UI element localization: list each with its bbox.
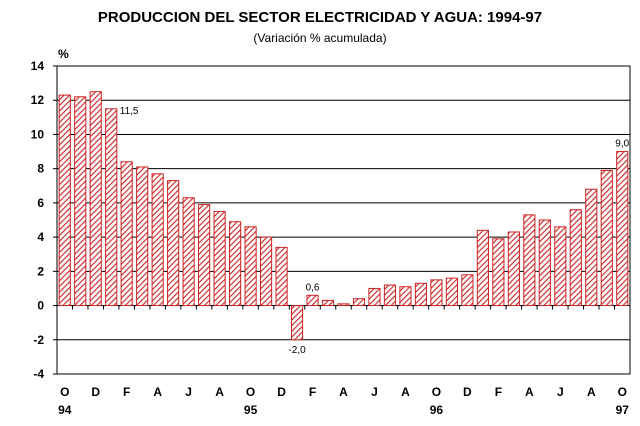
bar	[476, 229, 489, 307]
y-tick-label: -2	[33, 333, 44, 347]
bar	[585, 188, 598, 307]
x-tick-label: D	[463, 385, 472, 399]
bar	[259, 236, 273, 307]
bar	[244, 226, 257, 307]
bar	[182, 197, 195, 307]
bar	[198, 204, 211, 307]
y-tick-label: 2	[37, 264, 44, 278]
bar	[430, 279, 443, 307]
y-tick-label: 10	[31, 127, 45, 141]
x-tick-label: F	[495, 385, 502, 399]
bar	[74, 96, 87, 307]
x-tick-label: O	[246, 385, 255, 399]
x-tick-label: J	[185, 385, 192, 399]
bar	[306, 294, 319, 307]
bars	[58, 91, 629, 341]
y-tick-label: 6	[37, 196, 44, 210]
bar	[569, 209, 582, 307]
y-tick-label: 14	[31, 59, 45, 73]
x-tick-label: D	[91, 385, 100, 399]
x-tick-label: J	[371, 385, 378, 399]
chart-title: PRODUCCION DEL SECTOR ELECTRICIDAD Y AGU…	[97, 9, 543, 26]
x-tick-label: D	[277, 385, 286, 399]
y-tick-label: 12	[31, 93, 45, 107]
chart-subtitle: (Variación % acumulada)	[253, 31, 387, 45]
x-tick-label: J	[557, 385, 564, 399]
data-label: 0,6	[306, 282, 320, 293]
plot-frame	[56, 65, 631, 375]
y-tick-label: 4	[37, 230, 44, 244]
bar	[151, 173, 164, 307]
x-tick-label: O	[60, 385, 69, 399]
x-tick-label: A	[153, 385, 162, 399]
x-tick-label: A	[215, 385, 224, 399]
bar	[337, 303, 350, 307]
bar	[461, 274, 474, 307]
axes	[53, 65, 631, 375]
x-tick-label: A	[401, 385, 410, 399]
year-label: 95	[244, 403, 258, 417]
y-tick-label: 0	[37, 299, 44, 313]
bar	[352, 298, 366, 307]
bar	[492, 238, 505, 307]
bar	[275, 246, 288, 307]
data-label: 9,0	[615, 139, 629, 150]
x-tick-label: O	[618, 385, 627, 399]
y-tick-label: 8	[37, 162, 44, 176]
x-tick-label: A	[587, 385, 596, 399]
x-tick-label: F	[123, 385, 130, 399]
bar	[414, 282, 428, 307]
data-label: 11,5	[120, 106, 139, 117]
bar	[445, 277, 458, 307]
y-axis-unit-label: %	[58, 47, 69, 61]
bar	[167, 180, 180, 307]
bar	[600, 169, 613, 307]
bar	[507, 231, 520, 307]
bar	[554, 226, 567, 307]
x-tick-label: F	[309, 385, 316, 399]
bar	[523, 214, 536, 307]
bar	[105, 108, 118, 307]
data-label: -2,0	[288, 345, 306, 356]
year-label: 97	[616, 403, 630, 417]
y-tick-label: -4	[33, 367, 44, 381]
x-tick-label: A	[525, 385, 534, 399]
bar	[120, 161, 133, 307]
bar	[383, 284, 397, 307]
bar	[290, 305, 304, 341]
bar	[58, 94, 71, 307]
bar	[89, 91, 102, 307]
bar	[213, 210, 226, 307]
bar	[616, 151, 629, 307]
bar	[538, 219, 551, 307]
year-label: 96	[430, 403, 444, 417]
x-tick-label: A	[339, 385, 348, 399]
bar	[368, 287, 381, 307]
bar	[229, 221, 242, 307]
bar	[136, 166, 149, 307]
bar	[399, 286, 412, 307]
labels: 14 12 10 8 6 4 2 0 -2 -4 O D F A J A O D F A J A O D F A J A O 94 95 96…	[31, 59, 630, 417]
x-tick-label: O	[432, 385, 441, 399]
year-label: 94	[58, 403, 72, 417]
bar	[321, 299, 335, 307]
